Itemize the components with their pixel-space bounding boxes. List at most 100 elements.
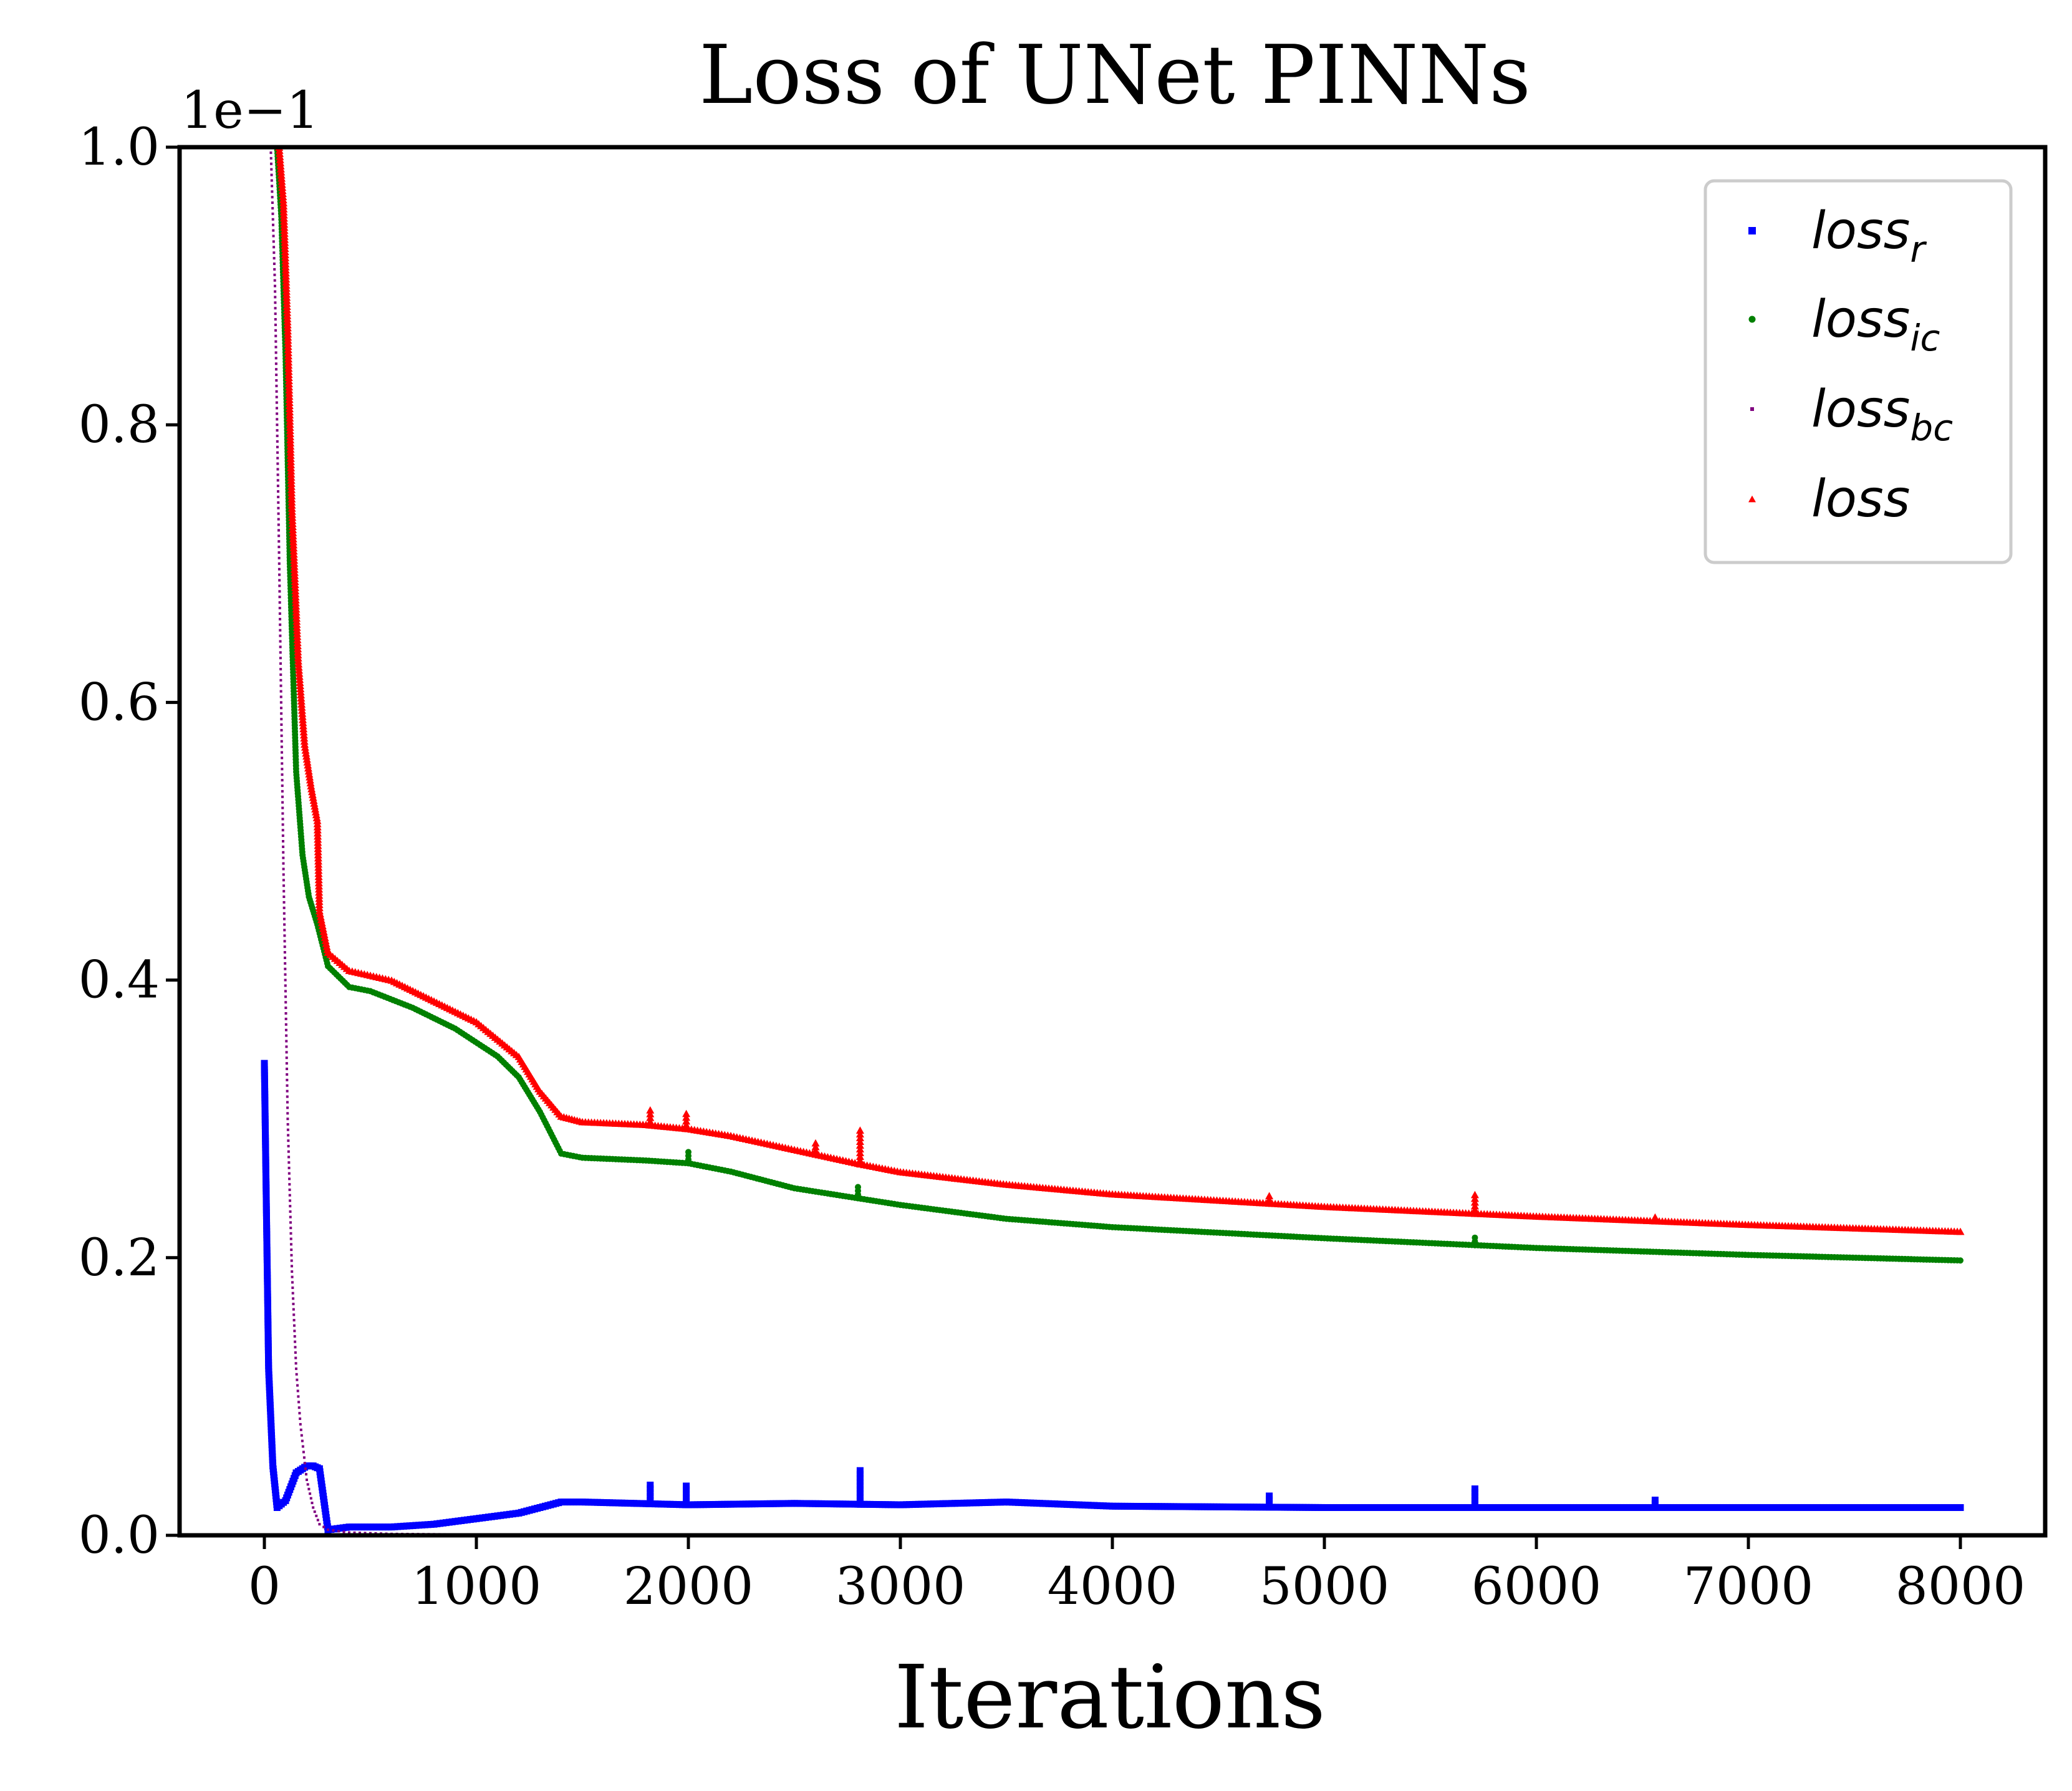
data-point [302, 752, 311, 760]
data-point [274, 290, 277, 293]
data-point [317, 919, 326, 927]
data-point [285, 1062, 288, 1065]
x-tick-label: 5000 [1260, 1557, 1390, 1616]
data-point [285, 1034, 288, 1037]
legend-label-r: lossr [1811, 201, 1927, 271]
data-point [279, 673, 282, 676]
data-point [274, 362, 277, 365]
data-point [276, 479, 279, 482]
series-total [275, 147, 1965, 1235]
spike-point [1470, 1194, 1479, 1202]
spike-point [647, 1500, 654, 1507]
spike-point [856, 1489, 864, 1497]
spike-point [856, 1493, 864, 1500]
data-point [293, 1330, 296, 1333]
data-point [291, 1287, 294, 1290]
data-point [311, 808, 320, 816]
spike-point [856, 1470, 864, 1478]
legend-label-ic: lossic [1811, 290, 1940, 359]
data-point [275, 407, 278, 410]
data-point [274, 307, 277, 310]
series-layer [261, 147, 1965, 1535]
data-point [277, 506, 280, 509]
data-point [292, 1308, 295, 1311]
data-point [285, 1056, 288, 1060]
data-point [270, 168, 273, 171]
data-point [274, 284, 276, 287]
data-point [303, 1462, 306, 1465]
data-point [283, 923, 286, 926]
data-point [279, 701, 282, 704]
data-point [312, 811, 320, 819]
data-point [288, 1177, 291, 1180]
data-point [1956, 1227, 1965, 1235]
data-point [302, 1451, 305, 1454]
data-point [315, 907, 324, 915]
data-point [1957, 1257, 1964, 1264]
data-point [295, 1367, 297, 1370]
data-point [272, 251, 276, 254]
data-point [277, 551, 281, 554]
data-point [287, 1166, 291, 1169]
spike-point [646, 1113, 655, 1121]
data-point [302, 755, 311, 763]
data-point [310, 799, 319, 807]
data-point [279, 640, 282, 643]
spike-point [856, 1500, 864, 1508]
data-point [327, 1528, 329, 1532]
data-point [276, 435, 279, 438]
data-point [277, 546, 281, 549]
data-point [301, 1445, 304, 1448]
data-point [305, 770, 314, 778]
spike-point [1471, 1489, 1478, 1496]
data-point [277, 567, 281, 571]
spike-point [647, 1496, 654, 1504]
data-point [317, 915, 325, 924]
data-point [289, 1232, 292, 1235]
data-point [274, 357, 277, 360]
x-tick-label: 7000 [1684, 1557, 1814, 1616]
spike-point [1266, 1500, 1273, 1507]
data-point [289, 1199, 292, 1202]
x-axis: 0 1000 2000 3000 4000 5000 6000 7000 8000 [248, 1535, 2025, 1616]
data-point [284, 1023, 287, 1026]
data-point [301, 1439, 304, 1442]
data-point [281, 812, 284, 815]
data-point [312, 814, 321, 821]
data-point [278, 579, 281, 582]
data-point [311, 1502, 314, 1505]
spike-point [855, 1145, 864, 1152]
data-point [279, 684, 282, 687]
data-point [286, 1068, 289, 1071]
data-point [286, 1112, 289, 1115]
data-point [321, 937, 330, 944]
data-point [304, 767, 313, 775]
data-point [309, 1492, 312, 1495]
spike-point [811, 1146, 820, 1154]
spike-point [1471, 1485, 1478, 1492]
data-point [353, 1531, 356, 1534]
data-point [320, 930, 329, 939]
data-point [307, 1487, 311, 1490]
legend-marker-total [1748, 495, 1756, 503]
data-point [286, 1089, 289, 1093]
data-point [274, 323, 277, 326]
data-point [277, 529, 280, 532]
data-point [274, 351, 277, 354]
data-point [279, 690, 282, 693]
data-point [279, 645, 282, 649]
data-point [282, 879, 285, 882]
data-point [276, 485, 279, 488]
data-point [284, 956, 287, 959]
data-point [278, 573, 281, 576]
data-point [322, 942, 331, 950]
spike-point [647, 1481, 654, 1489]
data-point [274, 301, 277, 304]
spike-point [647, 1489, 654, 1496]
data-point [337, 1530, 340, 1533]
data-point [281, 840, 284, 842]
data-point [274, 318, 277, 321]
data-point [292, 1303, 295, 1305]
data-point [283, 945, 286, 949]
data-point [271, 201, 274, 205]
